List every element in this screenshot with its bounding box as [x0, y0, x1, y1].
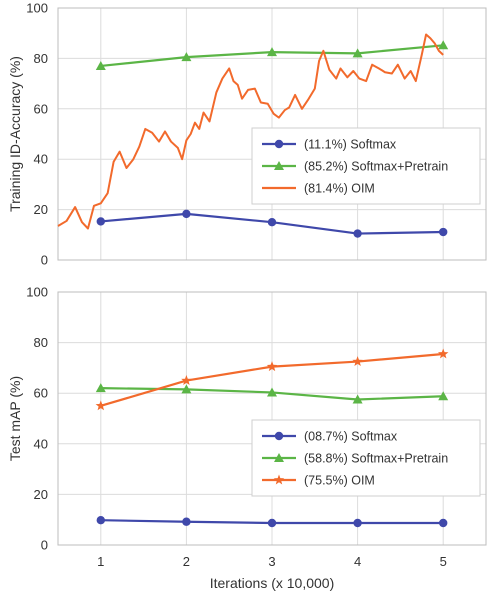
series-81-4-oim: [57, 33, 444, 230]
data-point: [182, 209, 191, 219]
y-tick-label: 40: [34, 436, 48, 451]
data-point: [95, 60, 106, 70]
data-point: [95, 400, 107, 411]
y-tick-label: 0: [41, 538, 48, 553]
plot-area: [57, 291, 487, 546]
data-point: [438, 391, 449, 401]
chart-test-map: 0 20 40 60 80 100 1 2 3 4 5 Test mAP (%) Iterations …: [7, 285, 487, 591]
legend-item: (75.5%) OIM: [262, 474, 375, 488]
data-point: [266, 361, 278, 372]
y-tick-label: 20: [34, 202, 48, 217]
series-line: [57, 33, 444, 230]
series-11-1-softmax: [96, 209, 448, 238]
legend-label: (75.5%) OIM: [304, 474, 375, 488]
data-point: [267, 387, 277, 397]
data-point: [352, 48, 363, 58]
legend-item: (58.8%) Softmax+Pretrain: [262, 452, 448, 466]
legend: (11.1%) Softmax (85.2%) Softmax+Pretrain (…: [251, 127, 481, 205]
data-point: [439, 227, 448, 237]
y-tick-label: 20: [34, 487, 48, 502]
plot-area: [57, 7, 487, 261]
data-point: [437, 348, 449, 359]
legend-item: (11.1%) Softmax: [262, 138, 397, 152]
data-point: [96, 217, 106, 226]
legend: (08.7%) Softmax (58.8%) Softmax+Pretrain (…: [251, 419, 481, 497]
series-08-7-softmax: [96, 516, 448, 528]
data-point: [267, 218, 277, 227]
data-point: [353, 229, 362, 238]
y-axis-label: Test mAP (%): [7, 376, 23, 461]
data-point: [352, 394, 363, 404]
y-tick-label: 100: [26, 285, 48, 300]
legend-item: (08.7%) Softmax: [262, 430, 398, 444]
y-tick-label: 60: [34, 386, 48, 401]
y-tick-label: 100: [26, 1, 48, 16]
y-axis-label: Training ID-Accuracy (%): [7, 56, 23, 212]
data-point: [182, 517, 191, 526]
legend-marker: [274, 453, 284, 462]
legend-item: (85.2%) Softmax+Pretrain: [262, 160, 448, 174]
x-tick-label: 5: [440, 554, 447, 569]
data-point: [95, 383, 106, 393]
data-point: [181, 52, 192, 62]
legend-label: (58.8%) Softmax+Pretrain: [304, 452, 448, 466]
legend-marker: [274, 161, 284, 170]
series-75-5-oim: [95, 348, 449, 411]
y-tick-label: 60: [34, 101, 48, 116]
data-point: [438, 40, 449, 50]
data-point: [181, 375, 192, 385]
legend-marker: [274, 431, 284, 441]
data-point: [267, 47, 277, 57]
data-point: [96, 516, 106, 525]
y-tick-label: 80: [34, 335, 48, 350]
legend-marker: [274, 139, 284, 149]
legend-label: (85.2%) Softmax+Pretrain: [304, 160, 448, 174]
data-point: [439, 518, 448, 528]
x-axis-label: Iterations (x 10,000): [210, 575, 335, 591]
data-point: [181, 384, 192, 394]
legend-item: (81.4%) OIM: [262, 182, 375, 196]
y-tick-label: 80: [34, 51, 48, 66]
x-tick-label: 2: [183, 554, 190, 569]
y-tick-label: 40: [34, 152, 48, 167]
y-tick-label: 0: [41, 253, 48, 268]
x-tick-label: 4: [354, 554, 361, 569]
data-point: [353, 518, 362, 528]
data-point: [267, 518, 277, 528]
legend-marker: [273, 474, 285, 485]
chart-training-id-accuracy: 0 20 40 60 80 100 Training ID-Accuracy (%) (11.…: [7, 1, 487, 268]
series-85-2-softmax-pretrain: [95, 40, 449, 70]
data-point: [352, 356, 363, 367]
x-tick-label: 3: [268, 554, 275, 569]
legend-label: (81.4%) OIM: [304, 182, 375, 196]
legend-label: (08.7%) Softmax: [304, 430, 398, 444]
legend-label: (11.1%) Softmax: [304, 138, 397, 152]
x-tick-label: 1: [97, 554, 104, 569]
